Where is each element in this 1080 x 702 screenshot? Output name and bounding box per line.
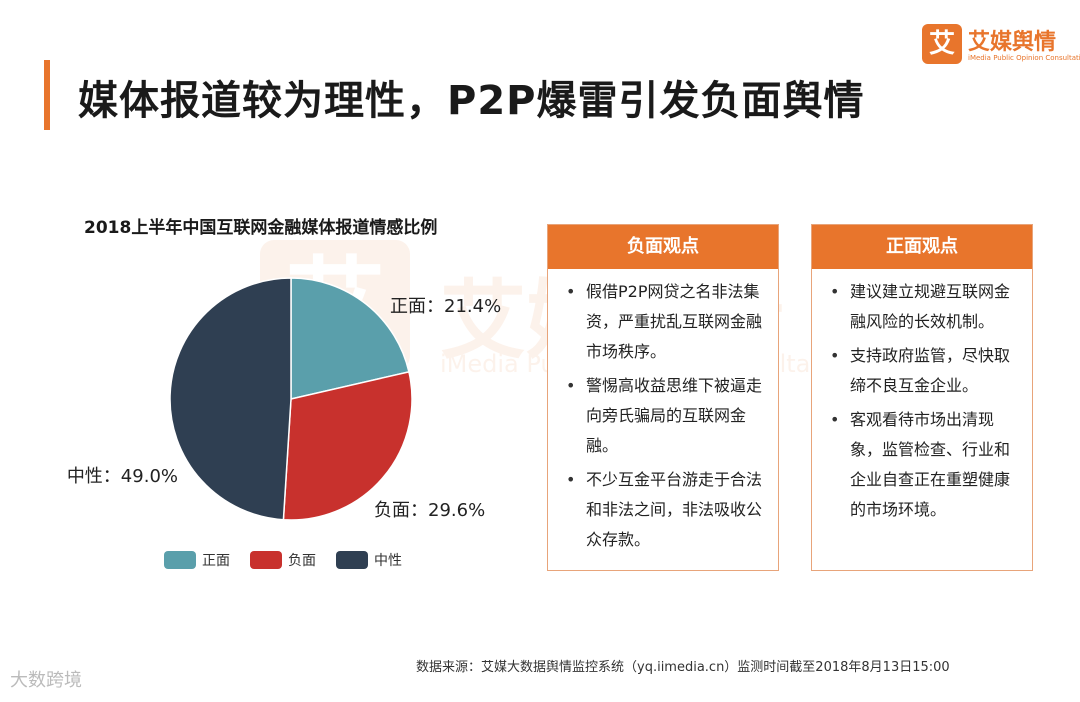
positive-views-box: 正面观点 建议建立规避互联网金融风险的长效机制。 支持政府监管，尽快取缔不良互金… bbox=[811, 224, 1033, 571]
positive-view-item: 建议建立规避互联网金融风险的长效机制。 bbox=[830, 277, 1020, 337]
legend-item-positive: 正面 bbox=[164, 550, 230, 570]
logo-subtitle: iMedia Public Opinion Consultation bbox=[968, 54, 1080, 62]
pie-slice-negative bbox=[282, 370, 413, 521]
brand-logo: 艾 艾媒舆情 iMedia Public Opinion Consultatio… bbox=[922, 24, 1080, 74]
negative-views-title: 负面观点 bbox=[548, 225, 778, 269]
negative-views-list: 假借P2P网贷之名非法集资，严重扰乱互联网金融市场秩序。 警惕高收益思维下被逼走… bbox=[548, 269, 778, 567]
pie-chart: 正面：21.4% 负面：29.6% 中性：49.0% bbox=[67, 277, 501, 521]
page-title: 媒体报道较为理性，P2P爆雷引发负面舆情 bbox=[78, 78, 865, 124]
legend-swatch-positive bbox=[164, 551, 196, 569]
positive-view-item: 客观看待市场出清现象，监管检查、行业和企业自查正在重塑健康的市场环境。 bbox=[830, 405, 1020, 525]
negative-views-box: 负面观点 假借P2P网贷之名非法集资，严重扰乱互联网金融市场秩序。 警惕高收益思… bbox=[547, 224, 779, 571]
positive-views-list: 建议建立规避互联网金融风险的长效机制。 支持政府监管，尽快取缔不良互金企业。 客… bbox=[812, 269, 1032, 537]
legend-label-negative: 负面 bbox=[288, 553, 316, 569]
logo-icon: 艾 bbox=[922, 24, 962, 64]
negative-view-item: 警惕高收益思维下被逼走向旁氏骗局的互联网金融。 bbox=[566, 371, 766, 461]
bottom-watermark: 大数跨境 bbox=[10, 670, 82, 691]
legend-item-negative: 负面 bbox=[250, 550, 316, 570]
pie-label-neutral: 中性：49.0% bbox=[67, 466, 178, 487]
negative-view-item: 假借P2P网贷之名非法集资，严重扰乱互联网金融市场秩序。 bbox=[566, 277, 766, 367]
data-source-note: 数据来源：艾媒大数据舆情监控系统（yq.iimedia.cn）监测时间截至201… bbox=[416, 660, 950, 675]
logo-name: 艾媒舆情 bbox=[968, 30, 1057, 55]
chart-title: 2018上半年中国互联网金融媒体报道情感比例 bbox=[84, 218, 438, 238]
negative-view-item: 不少互金平台游走于合法和非法之间，非法吸收公众存款。 bbox=[566, 465, 766, 555]
legend-item-neutral: 中性 bbox=[336, 550, 402, 570]
positive-view-item: 支持政府监管，尽快取缔不良互金企业。 bbox=[830, 341, 1020, 401]
chart-legend: 正面 负面 中性 bbox=[164, 550, 402, 570]
pie-label-positive: 正面：21.4% bbox=[390, 296, 501, 317]
legend-label-positive: 正面 bbox=[202, 553, 230, 569]
pie-slice-positive bbox=[290, 277, 410, 400]
pie-label-negative: 负面：29.6% bbox=[374, 500, 485, 521]
legend-swatch-negative bbox=[250, 551, 282, 569]
title-accent-bar bbox=[44, 60, 50, 130]
positive-views-title: 正面观点 bbox=[812, 225, 1032, 269]
pie-slice-neutral bbox=[169, 277, 292, 521]
legend-swatch-neutral bbox=[336, 551, 368, 569]
legend-label-neutral: 中性 bbox=[374, 553, 402, 569]
